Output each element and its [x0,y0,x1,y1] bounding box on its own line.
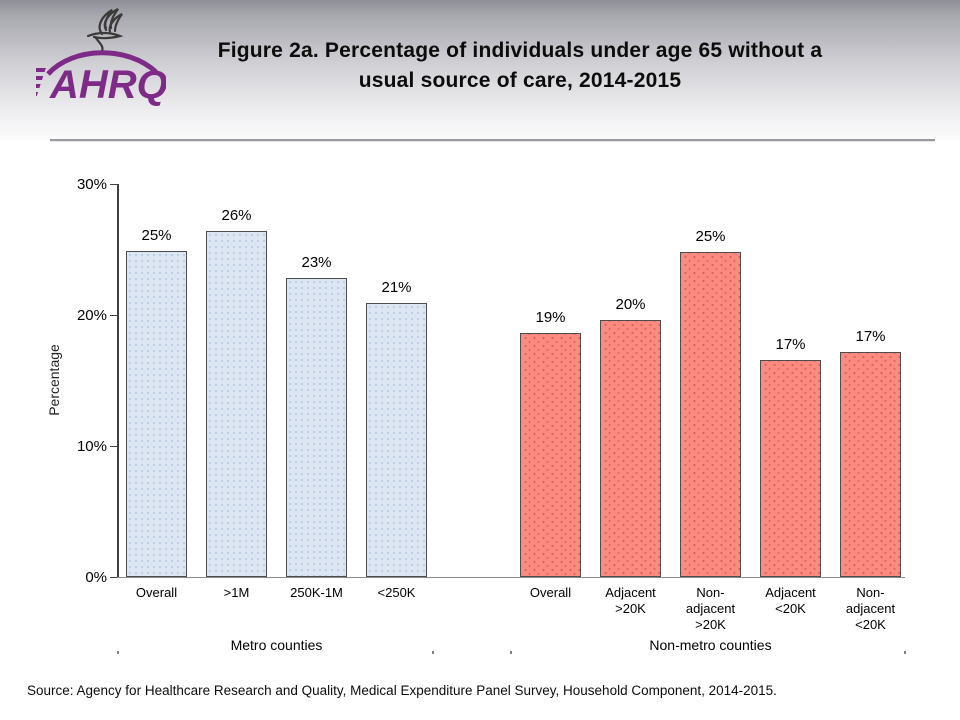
y-axis-title: Percentage [46,344,62,416]
bar-value-label: 17% [855,327,886,345]
category-label: 250K-1M [290,585,343,600]
y-axis-tick [110,577,117,578]
category-label: Overall [135,585,178,600]
category-label: Adjacent >20K [605,585,656,616]
bar-nonmetro-non-adjacent-20k [840,351,901,577]
bar-value-label: 20% [615,296,646,314]
group-label: Non-metro counties [649,637,772,653]
group-label: Metro counties [230,637,323,653]
bar-metro-250k-1m [286,278,347,577]
bar-value-label: 19% [535,309,566,327]
bar-value-label: 25% [141,226,172,244]
group-axis-tick [510,651,512,654]
slide-title-line1: Figure 2a. Percentage of individuals und… [217,39,823,62]
y-tick-label: 0% [85,569,107,586]
y-axis-tick [110,446,117,447]
y-axis-tick [110,184,117,185]
category-label: <250K [377,585,416,600]
category-label: Overall [529,585,572,600]
header-banner: AHRQ Figure 2a. Percentage of individual… [0,0,960,140]
category-label: Non-adjacent <20K [845,585,896,632]
bar-nonmetro-non-adjacent-20k [680,252,741,577]
bar-metro--250k [366,303,427,577]
slide-title-line2: usual source of care, 2014-2015 [358,69,682,92]
ahrq-logo-text: AHRQ [49,63,166,107]
bar-value-label: 23% [301,254,332,272]
y-tick-label: 30% [76,176,107,193]
bar-value-label: 21% [381,279,412,297]
slide-title: Figure 2a. Percentage of individuals und… [160,36,880,96]
group-axis-tick [117,651,119,654]
category-label: >1M [223,585,250,600]
bar-value-label: 17% [775,335,806,353]
bar-nonmetro-adjacent-20k [760,359,821,577]
bar-metro--1m [206,231,267,577]
y-tick-label: 10% [76,438,107,455]
category-label: Adjacent <20K [765,585,816,616]
y-axis-tick [110,315,117,316]
x-axis-line [117,577,905,578]
y-axis-line [117,184,119,577]
bar-value-label: 25% [695,228,726,246]
header-divider [50,139,935,141]
bar-nonmetro-adjacent-20k [600,320,661,577]
bar-metro-overall [126,250,187,577]
category-label: Non-adjacent >20K [685,585,736,632]
bar-nonmetro-overall [520,333,581,577]
group-axis-tick [432,651,434,654]
y-tick-label: 20% [76,307,107,324]
group-axis-tick [904,651,906,654]
bar-value-label: 26% [221,207,252,225]
source-note: Source: Agency for Healthcare Research a… [27,683,777,698]
